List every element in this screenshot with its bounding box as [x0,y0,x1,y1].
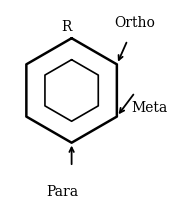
Text: Meta: Meta [132,100,168,114]
Text: Ortho: Ortho [115,16,155,30]
Text: R: R [61,20,71,34]
Text: Para: Para [46,184,78,198]
